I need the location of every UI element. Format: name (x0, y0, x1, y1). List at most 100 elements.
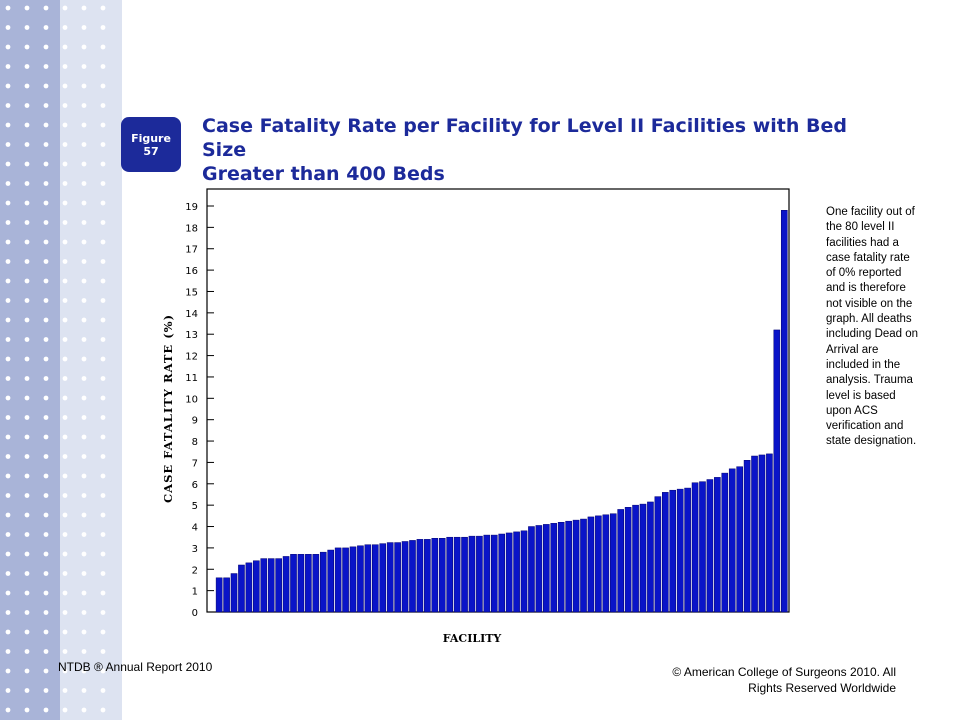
band-dot (24, 161, 30, 167)
bar (595, 515, 602, 613)
band-dot (5, 239, 11, 245)
band-dot (62, 181, 68, 186)
band-dot (24, 707, 30, 713)
band-dot (43, 610, 49, 615)
y-tick-label: 0 (192, 608, 198, 619)
bar (758, 454, 766, 613)
band-dot (81, 493, 87, 498)
band-dot (62, 142, 68, 147)
bar (394, 542, 401, 613)
y-tick-label: 15 (185, 287, 198, 298)
y-tick-label: 1 (192, 587, 198, 598)
bar (297, 554, 305, 613)
band-dot (62, 590, 68, 596)
y-tick-label: 14 (185, 309, 198, 320)
bar (721, 472, 729, 613)
band-dot (43, 434, 49, 440)
band-dot (81, 64, 87, 69)
band-dot (100, 688, 106, 693)
bar (275, 558, 282, 613)
band-dot (24, 473, 30, 479)
band-dot (24, 239, 30, 245)
band-dot (43, 142, 49, 147)
band-dot (24, 512, 30, 518)
band-dot (43, 454, 49, 459)
band-dot (81, 317, 87, 323)
band-dot (81, 122, 87, 128)
bar (513, 531, 520, 613)
band-dot (5, 5, 11, 11)
y-tick-label: 7 (192, 458, 198, 469)
band-dot (24, 395, 30, 401)
band-dot (62, 551, 68, 557)
y-tick-label: 11 (185, 373, 198, 384)
bar (424, 539, 431, 613)
band-dot (62, 239, 68, 245)
y-tick-label: 17 (185, 245, 198, 256)
band-dot (24, 220, 30, 225)
band-dot (81, 610, 87, 615)
y-tick-label: 3 (192, 544, 198, 555)
band-dot (62, 122, 68, 128)
band-dot (24, 668, 30, 674)
band-dot (43, 200, 49, 206)
band-dot (100, 5, 106, 11)
band-dot (24, 590, 30, 596)
band-dot (62, 356, 68, 362)
bar (490, 534, 498, 613)
band-dot (81, 142, 87, 147)
band-dot (62, 317, 68, 323)
x-axis-label: FACILITY (443, 632, 502, 645)
bar (736, 466, 743, 613)
bar (751, 455, 758, 613)
band-dot (100, 532, 106, 537)
band-dot (5, 83, 11, 89)
bar (379, 543, 387, 613)
band-dot (5, 337, 11, 342)
band-dot (24, 493, 30, 498)
band-dot (5, 161, 11, 167)
bar (766, 453, 773, 613)
band-dot (24, 142, 30, 147)
band-dot (5, 220, 11, 225)
bar (535, 525, 543, 613)
band-dot (5, 688, 11, 693)
band-dot (24, 454, 30, 459)
band-dot (62, 376, 68, 381)
band-dot (24, 356, 30, 362)
band-dot (81, 44, 87, 50)
band-dot (62, 707, 68, 713)
band-dot (81, 220, 87, 225)
band-dot (24, 5, 30, 11)
band-dot (81, 454, 87, 459)
y-tick-label: 12 (185, 352, 198, 363)
band-dot (62, 649, 68, 654)
band-dot (100, 298, 106, 303)
band-dot (43, 103, 49, 108)
band-dot (24, 200, 30, 206)
band-dot (24, 415, 30, 420)
band-dot (62, 688, 68, 693)
band-dot (43, 161, 49, 167)
band-dot (43, 44, 49, 50)
band-dot (5, 376, 11, 381)
band-dot (62, 415, 68, 420)
band-dot (100, 161, 106, 167)
band-dot (43, 5, 49, 11)
bar (780, 210, 788, 613)
band-dot (100, 64, 106, 69)
bar (714, 477, 721, 613)
band-dot (100, 220, 106, 225)
band-dot (81, 415, 87, 420)
band-dot (100, 454, 106, 459)
band-dot (62, 532, 68, 537)
band-dot (100, 278, 106, 284)
band-dot (5, 278, 11, 284)
band-dot (62, 512, 68, 518)
band-dot (81, 239, 87, 245)
band-dot (5, 181, 11, 186)
bar (215, 577, 223, 613)
bar (238, 564, 245, 613)
y-tick-label: 6 (192, 480, 198, 491)
band-dot (62, 200, 68, 206)
